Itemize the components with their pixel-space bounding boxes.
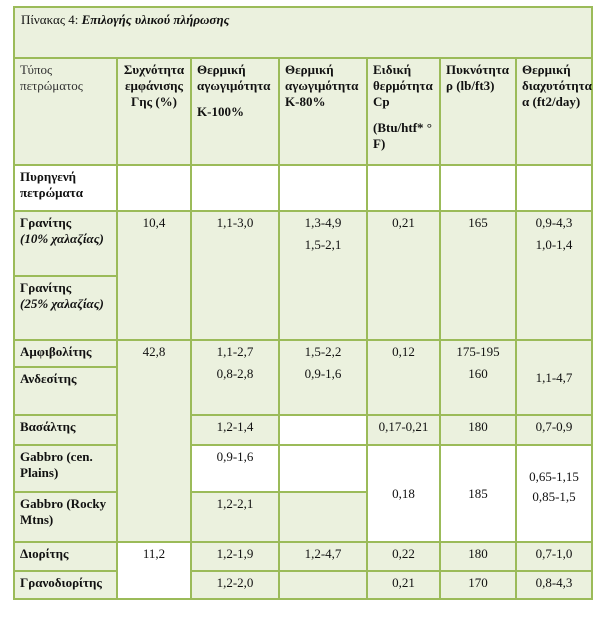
- row-igneous-name: Πυρηγενή πετρώματα: [13, 163, 118, 213]
- empty-cell: [278, 444, 368, 493]
- granite-k80: 1,3-4,9 1,5-2,1: [278, 210, 368, 342]
- gabbro-cp: 0,18: [366, 444, 441, 544]
- header-rock-type: Τύπος πετρώματος: [13, 56, 118, 166]
- gabbro-rocky-mtns-k100: 1,2-2,1: [190, 490, 280, 544]
- caption-label: Πίνακας 4:: [21, 12, 79, 27]
- empty-cell: [278, 163, 368, 213]
- header-conductivity-k100-label: Θερμική αγωγιμότητα: [197, 61, 271, 93]
- diorite-diffusivity: 0,7-1,0: [514, 541, 594, 572]
- empty-cell: [278, 490, 368, 544]
- header-conductivity-k100: Θερμική αγωγιμότητα K-100%: [190, 56, 280, 166]
- amph-and-k100: 1,1-2,7 0,8-2,8: [190, 339, 280, 417]
- empty-cell: [116, 163, 192, 213]
- granite-diffusivity: 0,9-4,3 1,0-1,4: [514, 210, 594, 342]
- row-granodiorite-name: Γρανοδιορίτης: [13, 569, 118, 601]
- gabbro-cen-plains-k100: 0,9-1,6: [190, 444, 280, 493]
- gabbro-density: 185: [439, 444, 517, 544]
- row-diorite-name: Διορίτης: [13, 541, 118, 572]
- basalt-density: 180: [439, 414, 517, 447]
- granodiorite-diffusivity: 0,8-4,3: [514, 569, 594, 601]
- header-earth-occurrence: Συχνότητα εμφάνισης Γης (%): [116, 56, 192, 166]
- amph-and-cp: 0,12: [366, 339, 441, 417]
- granite-cp: 0,21: [366, 210, 441, 342]
- header-specific-heat-label: Ειδική θερμότητα Cp: [373, 61, 433, 109]
- row-andesite-name: Ανδεσίτης: [13, 365, 118, 417]
- diorite-cp: 0,22: [366, 541, 441, 572]
- granite25-note: (25% χαλαζίας): [20, 295, 104, 311]
- basalt-k100: 1,2-1,4: [190, 414, 280, 447]
- granite-density: 165: [439, 210, 517, 342]
- empty-cell: [439, 163, 517, 213]
- granodiorite-cp: 0,21: [366, 569, 441, 601]
- granite-occurrence: 10,4: [116, 210, 192, 342]
- row-basalt-name: Βασάλτης: [13, 414, 118, 447]
- empty-cell: [514, 163, 594, 213]
- empty-cell: [278, 414, 368, 447]
- granite25-label: Γρανίτης: [20, 279, 72, 295]
- amph-and-diffusivity: 1,1-4,7: [514, 339, 594, 417]
- basalt-diffusivity: 0,7-0,9: [514, 414, 594, 447]
- empty-cell: [366, 163, 441, 213]
- diorite-density: 180: [439, 541, 517, 572]
- empty-cell: [190, 163, 280, 213]
- granite10-label: Γρανίτης: [20, 215, 72, 231]
- gabbro-diffusivity: 0,65-1,15 0,85-1,5: [514, 444, 594, 544]
- header-specific-heat-unit: (Btu/htf* ° F): [373, 119, 433, 151]
- filling-material-table: Πίνακας 4: Επιλογής υλικού πλήρωσης Τύπο…: [12, 6, 594, 601]
- diorite-k80: 1,2-4,7: [278, 541, 368, 572]
- mafic-occurrence: 42,8: [116, 339, 192, 544]
- row-gabbro-rocky-mtns-name: Gabbro (Rocky Mtns): [13, 490, 118, 544]
- granite10-note: (10% χαλαζίας): [20, 231, 104, 247]
- header-conductivity-k100-unit: K-100%: [197, 103, 244, 119]
- header-diffusivity: Θερμική διαχυτότητα α (ft2/day): [514, 56, 594, 166]
- header-conductivity-k80: Θερμική αγωγιμότητα K-80%: [278, 56, 368, 166]
- table-caption: Πίνακας 4: Επιλογής υλικού πλήρωσης: [12, 6, 594, 59]
- row-amphibolite-name: Αμφιβολίτης: [13, 339, 118, 368]
- empty-cell: [278, 569, 368, 601]
- granite-k100: 1,1-3,0: [190, 210, 280, 342]
- basalt-cp: 0,17-0,21: [366, 414, 441, 447]
- granodiorite-density: 170: [439, 569, 517, 601]
- diorite-occurrence: 11,2: [116, 541, 192, 600]
- amph-and-density: 175-195 160: [439, 339, 517, 417]
- diorite-k100: 1,2-1,9: [190, 541, 280, 572]
- header-specific-heat: Ειδική θερμότητα Cp (Btu/htf* ° F): [366, 56, 441, 166]
- row-granite10-name: Γρανίτης (10% χαλαζίας): [13, 210, 118, 277]
- amph-and-k80: 1,5-2,2 0,9-1,6: [278, 339, 368, 417]
- granodiorite-k100: 1,2-2,0: [190, 569, 280, 601]
- row-granite25-name: Γρανίτης (25% χαλαζίας): [13, 274, 118, 342]
- caption-title: Επιλογής υλικού πλήρωσης: [81, 12, 230, 27]
- row-gabbro-cen-plains-name: Gabbro (cen. Plains): [13, 444, 118, 493]
- header-density: Πυκνότητα ρ (lb/ft3): [439, 56, 517, 166]
